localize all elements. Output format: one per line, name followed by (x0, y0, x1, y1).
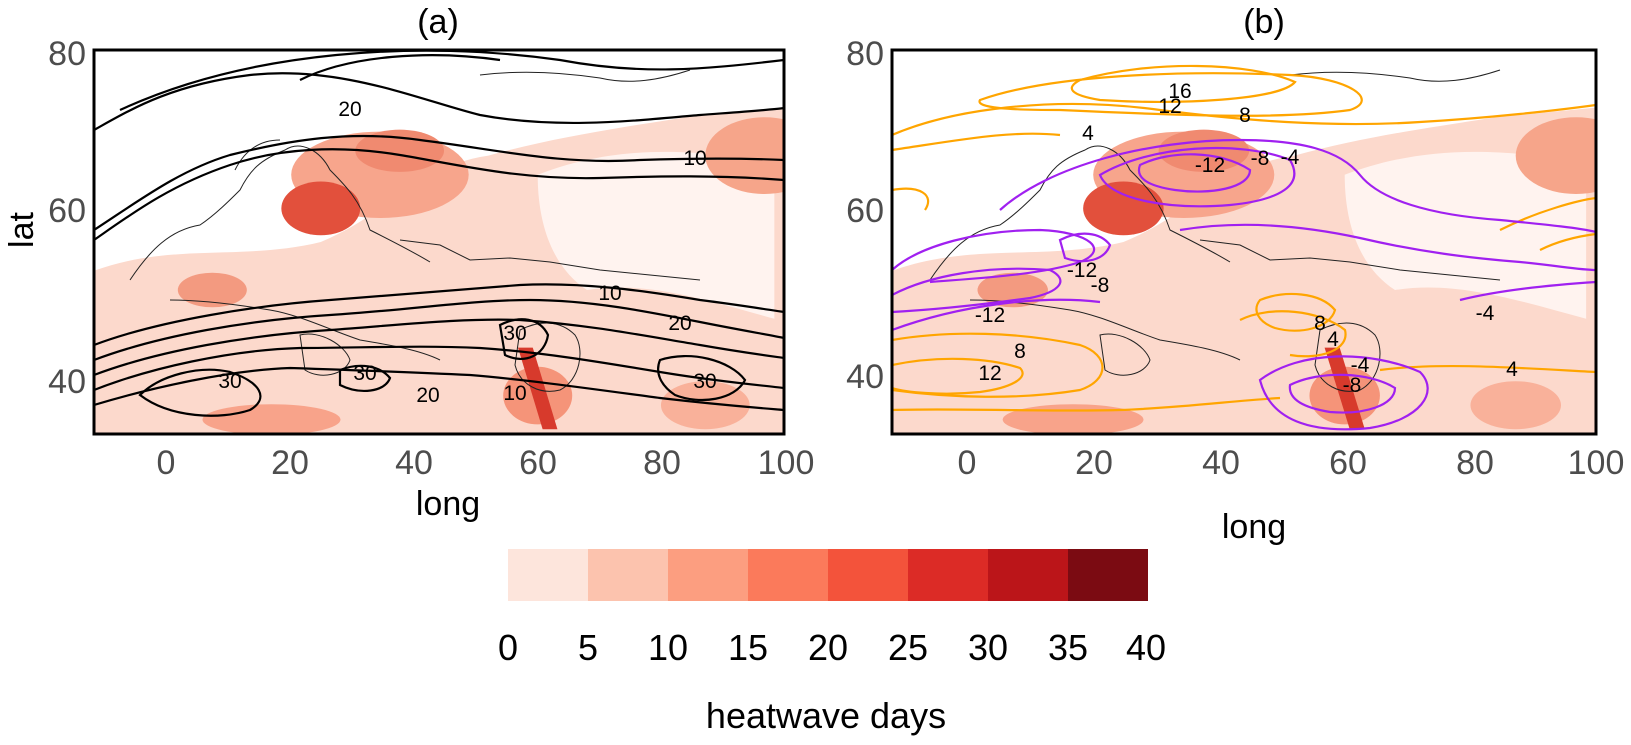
contour-label: -4 (1351, 354, 1370, 377)
colorbar-swatch (668, 549, 748, 601)
contour-label: 10 (683, 147, 706, 170)
panel-a-x-ticks: 0 20 40 60 80 100 (157, 444, 815, 482)
x-tick-label: 20 (1075, 444, 1113, 482)
contour-label: 10 (598, 282, 621, 305)
contour-label: 16 (1168, 80, 1191, 103)
y-tick-label: 60 (846, 192, 884, 230)
colorbar-swatch (748, 549, 828, 601)
panel-b-map: 16 12 8 4 -12 -8 -4 -12 -8 -12 8 12 8 4 … (892, 50, 1596, 434)
x-tick-label: 40 (395, 444, 433, 482)
contour-label: -12 (1195, 154, 1225, 177)
panel-a-frame (92, 48, 786, 436)
y-tick-label: 80 (846, 35, 884, 73)
contour-label: -12 (1067, 259, 1097, 282)
contour-label: 20 (416, 384, 439, 407)
x-tick-label: 40 (1202, 444, 1240, 482)
contour-label: 10 (503, 382, 526, 405)
contour-label: 4 (1327, 328, 1339, 351)
panel-a-contours (94, 50, 784, 417)
panel-b-x-ticks: 0 20 40 60 80 100 (958, 444, 1625, 482)
contour-label: -8 (1343, 374, 1362, 397)
x-tick-label: 0 (958, 444, 977, 482)
x-tick-label: 80 (1456, 444, 1494, 482)
panel-b-x-axis-title: long (1222, 508, 1286, 546)
colorbar-title: heatwave days (706, 695, 946, 736)
contour-label: -4 (1281, 146, 1300, 169)
colorbar-swatch (588, 549, 668, 601)
colorbar-tick-label: 15 (728, 627, 768, 668)
panel-a-label: (a) (417, 3, 459, 41)
contour-label: 30 (693, 370, 716, 393)
contour-label: 8 (1014, 340, 1026, 363)
colorbar-tick-label: 5 (578, 627, 598, 668)
y-tick-label: 40 (846, 358, 884, 396)
colorbar-swatch (908, 549, 988, 601)
contour-label: 4 (1082, 122, 1094, 145)
contour-label: 4 (1506, 358, 1518, 381)
colorbar-ticks: 0 5 10 15 20 25 30 35 40 (498, 627, 1166, 668)
panel-a: (a) (3, 3, 815, 523)
colorbar-swatch (508, 549, 588, 601)
x-tick-label: 80 (643, 444, 681, 482)
colorbar-tick-label: 40 (1126, 627, 1166, 668)
colorbar: 0 5 10 15 20 25 30 35 40 heatwave days (498, 549, 1166, 736)
contour-label: 30 (218, 370, 241, 393)
panel-b-coastlines (929, 69, 1501, 392)
contour-label: 8 (1314, 312, 1326, 335)
panel-a-y-ticks: 40 60 80 (48, 35, 86, 401)
colorbar-swatch (1068, 549, 1148, 601)
contour-label: 12 (978, 362, 1001, 385)
contour-label: -8 (1251, 147, 1270, 170)
y-tick-label: 40 (48, 363, 86, 401)
contour-label: 12 (1158, 95, 1181, 118)
panel-b: (b) (846, 3, 1625, 546)
colorbar-swatch (988, 549, 1068, 601)
contour-label: -4 (1476, 302, 1495, 325)
panel-b-positive-contours (892, 64, 1596, 412)
colorbar-swatch (828, 549, 908, 601)
panel-b-frame (890, 48, 1598, 436)
panel-a-x-axis-title: long (416, 485, 480, 523)
y-tick-label: 60 (48, 192, 86, 230)
panel-b-y-ticks: 40 60 80 (846, 35, 884, 396)
colorbar-tick-label: 30 (968, 627, 1008, 668)
contour-label: 20 (668, 312, 691, 335)
contour-label: 20 (338, 98, 361, 121)
colorbar-tick-label: 0 (498, 627, 518, 668)
panel-b-negative-contours (892, 138, 1596, 431)
colorbar-tick-label: 25 (888, 627, 928, 668)
colorbar-tick-label: 35 (1048, 627, 1088, 668)
x-tick-label: 60 (1329, 444, 1367, 482)
colorbar-tick-label: 10 (648, 627, 688, 668)
y-tick-label: 80 (48, 35, 86, 73)
x-tick-label: 0 (157, 444, 176, 482)
panel-a-y-axis-title: lat (3, 211, 41, 247)
panel-a-map: 20 10 10 20 30 30 30 20 10 30 (94, 50, 784, 434)
contour-label: 30 (353, 362, 376, 385)
contour-label: -8 (1091, 274, 1110, 297)
x-tick-label: 60 (519, 444, 557, 482)
contour-label: -12 (975, 304, 1005, 327)
panel-b-contour-labels: 16 12 8 4 -12 -8 -4 -12 -8 -12 8 12 8 4 … (975, 80, 1518, 397)
panel-a-contour-labels: 20 10 10 20 30 30 30 20 10 30 (218, 98, 716, 407)
x-tick-label: 100 (758, 444, 815, 482)
colorbar-tick-label: 20 (808, 627, 848, 668)
colorbar-swatches (508, 549, 1148, 601)
x-tick-label: 20 (271, 444, 309, 482)
panel-b-label: (b) (1243, 3, 1285, 41)
contour-label: 30 (503, 322, 526, 345)
contour-label: 8 (1239, 104, 1251, 127)
x-tick-label: 100 (1568, 444, 1625, 482)
